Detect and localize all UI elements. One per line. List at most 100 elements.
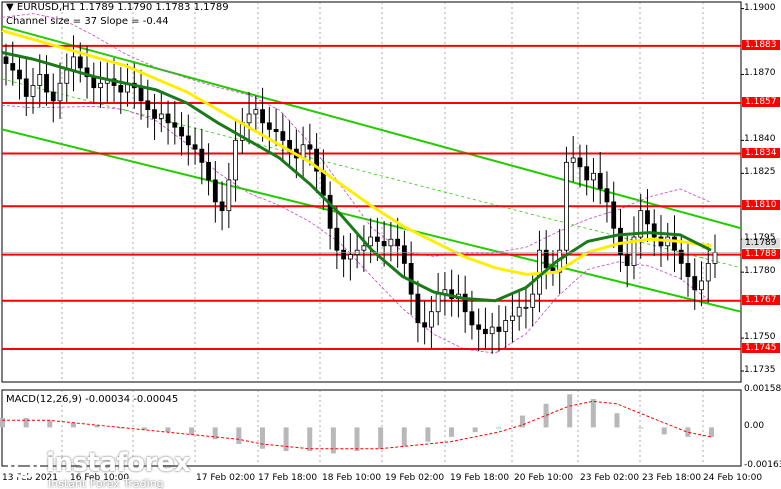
macd-signal-line (2, 400, 712, 450)
bollinger-lower-line (1, 104, 712, 354)
candle-body-69 (469, 311, 475, 326)
x-tick-label-0: 13 Feb 2021 (2, 473, 59, 483)
macd-bar-20 (472, 427, 478, 433)
logo-tagline: Instant Forex Trading (48, 477, 164, 489)
candle-body-87 (591, 172, 596, 181)
candle-body-4 (30, 85, 36, 97)
candle-body-0 (3, 56, 9, 64)
candle-body-105 (712, 252, 718, 264)
x-tick-label-1: 16 Feb 10:00 (70, 473, 130, 483)
candle-body-3 (23, 78, 29, 97)
y-tick-label-2: 1.1840 (744, 134, 776, 145)
candle-body-24 (165, 113, 171, 124)
candle-body-14 (98, 82, 103, 89)
y-tick-label-7: 1.1735 (744, 365, 776, 376)
candle-body-91 (618, 227, 623, 256)
macd-bar-25 (590, 398, 596, 428)
macd-bar-26 (614, 413, 620, 428)
macd-bar-15 (354, 427, 360, 452)
candle-body-37 (253, 109, 259, 115)
candle-body-39 (266, 122, 272, 130)
candle-body-40 (273, 128, 279, 132)
candle-body-46 (314, 148, 320, 172)
macd-bar-16 (378, 427, 384, 449)
x-tick-label-4: 18 Feb 10:00 (322, 473, 382, 483)
candle-body-20 (138, 87, 144, 102)
macd-bar-14 (330, 427, 336, 454)
level-label-1: 1.1857 (742, 97, 780, 108)
candle-body-80 (543, 249, 549, 269)
candle-body-63 (428, 311, 434, 328)
x-tick-label-3: 17 Feb 18:00 (258, 473, 318, 483)
level-label-2: 1.1834 (742, 147, 780, 158)
candle-body-64 (435, 293, 441, 313)
macd-tick-label-1: 0.00 (744, 421, 765, 432)
current-price-label: 1.1789 (742, 238, 780, 249)
macd-bar-19 (449, 427, 455, 437)
candle-body-101 (685, 262, 691, 277)
candle-body-50 (341, 249, 347, 260)
candle-body-42 (287, 139, 293, 150)
candle-body-76 (516, 306, 522, 317)
candle-body-68 (462, 293, 468, 313)
candle-body-62 (422, 322, 428, 328)
macd-bar-12 (283, 427, 289, 452)
macd-tick-label-0: 0.00158 (744, 384, 781, 394)
macd-bar-3 (70, 422, 76, 428)
candle-body-30 (206, 161, 211, 181)
candle-body-53 (361, 245, 367, 251)
candle-body-2 (17, 69, 22, 80)
candle-body-1 (10, 63, 16, 71)
candle-body-59 (401, 245, 407, 264)
channel-lower-line (1, 128, 742, 313)
candle-body-32 (219, 201, 225, 212)
candle-body-36 (246, 113, 252, 124)
candle-body-100 (678, 249, 684, 264)
candle-body-22 (152, 109, 157, 119)
macd-bar-27 (638, 427, 644, 429)
candle-body-99 (672, 236, 677, 251)
logo-emblem-icon (7, 445, 41, 479)
candle-body-49 (334, 227, 340, 251)
y-tick-label-3: 1.1825 (744, 167, 776, 178)
candle-body-45 (307, 144, 313, 150)
x-tick-label-10: 24 Feb 10:00 (703, 473, 763, 483)
dropdown-triangle-icon[interactable]: ▼ (6, 2, 14, 13)
macd-bar-23 (543, 403, 549, 428)
candle-body-102 (692, 276, 698, 291)
macd-bar-11 (259, 427, 265, 449)
candle-body-26 (179, 126, 184, 137)
level-label-6: 1.1745 (742, 343, 780, 354)
candle-body-34 (233, 139, 238, 181)
candle-body-55 (374, 236, 380, 242)
logo-name: instaforex (46, 448, 191, 478)
ma-fast-line (1, 29, 712, 276)
candle-body-28 (192, 144, 198, 150)
candle-body-70 (476, 324, 482, 330)
symbol-info: EURUSD,H1 1.1789 1.1790 1.1783 1.1789 (16, 2, 229, 13)
x-tick-label-6: 19 Feb 18:00 (450, 473, 510, 483)
candle-body-56 (381, 241, 387, 247)
candle-body-93 (631, 236, 637, 266)
candle-body-77 (523, 306, 529, 309)
channel-info: Channel size = 37 Slope = -0.44 (6, 16, 169, 27)
symbol-header: ▼ EURUSD,H1 1.1789 1.1790 1.1783 1.1789 (6, 2, 229, 13)
candle-body-84 (570, 157, 576, 163)
macd-bar-7 (165, 427, 171, 433)
candle-body-89 (604, 188, 610, 203)
macd-bar-8 (189, 427, 195, 435)
ma-slow-line (1, 51, 712, 303)
candle-body-88 (597, 172, 603, 190)
candle-body-90 (611, 201, 617, 229)
candle-body-9 (64, 69, 70, 84)
candle-body-58 (395, 238, 401, 247)
candle-body-10 (71, 56, 76, 71)
macd-tick-label-2: -0.00163 (744, 460, 781, 470)
macd-bar-29 (685, 427, 691, 437)
instaforex-logo: instaforex Instant Forex Trading (6, 440, 191, 489)
candle-body-6 (44, 74, 49, 93)
candle-body-83 (564, 161, 569, 251)
candle-body-75 (510, 315, 515, 321)
macd-bar-21 (496, 427, 502, 429)
